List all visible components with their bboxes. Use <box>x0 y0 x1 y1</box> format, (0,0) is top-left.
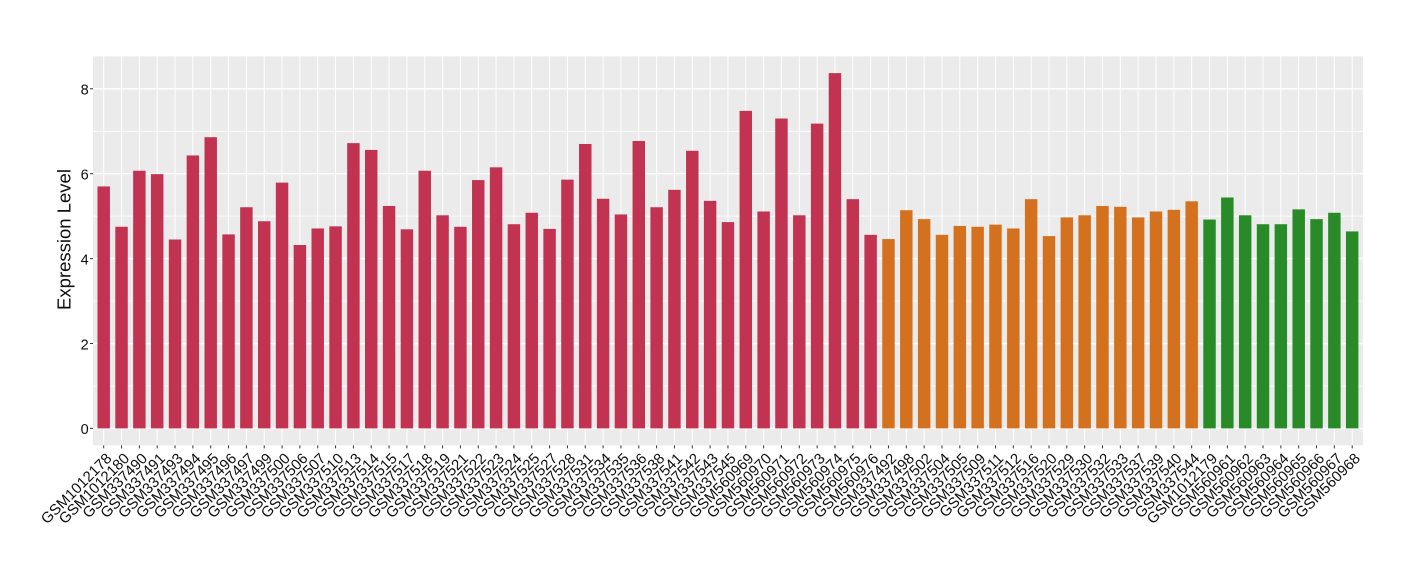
svg-text:4: 4 <box>81 252 89 268</box>
svg-text:0: 0 <box>81 422 89 438</box>
svg-text:2: 2 <box>81 337 89 353</box>
svg-text:6: 6 <box>81 168 89 184</box>
svg-text:8: 8 <box>81 83 89 99</box>
svg-text:Expression Level: Expression Level <box>54 169 75 310</box>
